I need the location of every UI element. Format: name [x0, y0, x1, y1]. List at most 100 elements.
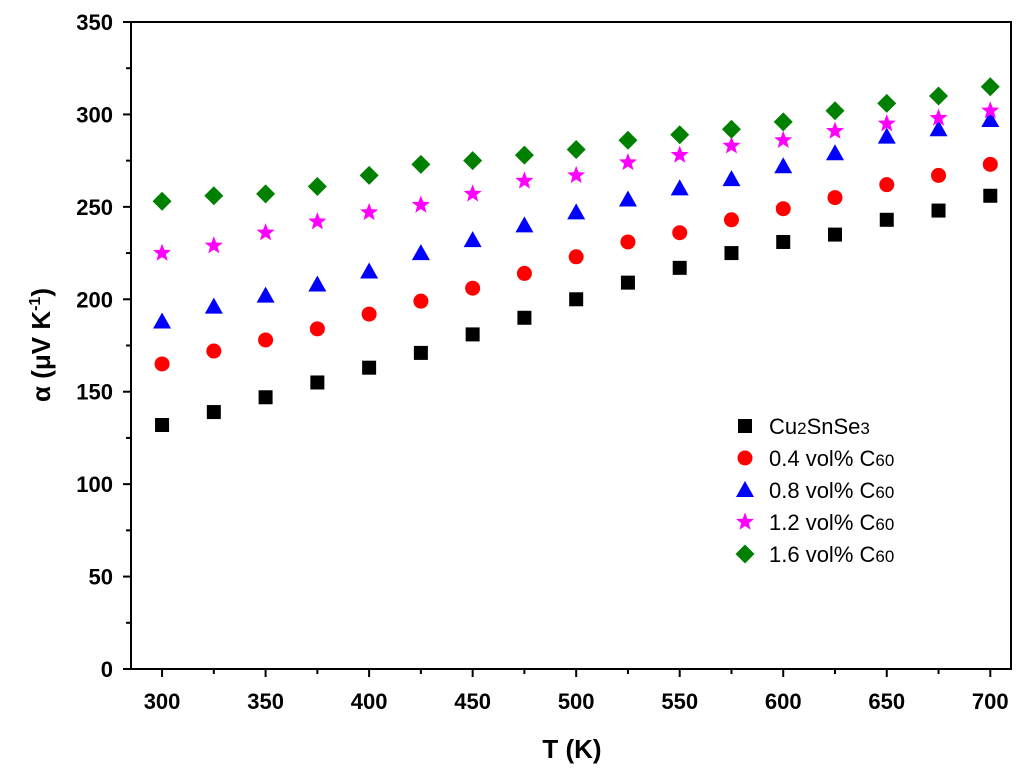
- data-point: [566, 140, 586, 160]
- data-point: [152, 191, 172, 211]
- data-point: [618, 190, 637, 207]
- x-tick-label: 700: [972, 689, 1009, 714]
- data-point: [154, 356, 170, 372]
- axis-ticks: [123, 21, 992, 677]
- legend-label-subscript: 60: [875, 515, 894, 534]
- data-point: [360, 202, 379, 221]
- data-point: [256, 184, 276, 204]
- legend-label-text: 1.6 vol% C: [769, 542, 875, 567]
- data-point: [929, 86, 949, 106]
- data-point: [516, 265, 532, 281]
- axis-tick-labels: 300 350 400 450 500 550 600 650 700 0 50 100 150 200 2…: [76, 10, 1008, 714]
- data-point: [413, 293, 429, 309]
- data-point: [307, 177, 327, 197]
- x-tick-label: 400: [351, 689, 388, 714]
- data-point: [258, 332, 274, 348]
- data-point: [931, 203, 946, 218]
- data-point: [929, 120, 948, 137]
- data-point: [359, 165, 379, 185]
- data-point: [515, 171, 534, 189]
- data-point: [825, 101, 845, 121]
- legend-marker: [735, 512, 755, 530]
- legend-marker: [736, 481, 754, 497]
- y-tick-label: 250: [76, 195, 113, 220]
- data-point: [310, 375, 325, 390]
- legend-label-text: 0.8 vol% C: [769, 478, 875, 503]
- legend-item: Cu2SnSe3: [738, 414, 870, 439]
- y-tick-label: 200: [76, 287, 113, 312]
- x-tick-label: 300: [144, 689, 181, 714]
- legend-item: 1.6 vol% C60: [735, 542, 894, 567]
- legend-label: 0.4 vol% C60: [769, 446, 894, 471]
- data-point: [256, 223, 275, 241]
- legend-label-text: 1.2 vol% C: [769, 510, 875, 535]
- legend-marker: [735, 544, 755, 564]
- legend-marker: [737, 450, 753, 466]
- data-point: [670, 179, 689, 196]
- data-point: [774, 157, 793, 174]
- data-point: [877, 114, 896, 132]
- data-point: [204, 186, 224, 206]
- data-point: [724, 246, 739, 261]
- data-point: [722, 170, 741, 187]
- data-point: [929, 108, 948, 126]
- data-point: [983, 188, 998, 203]
- series-1: [154, 156, 998, 372]
- x-tick-label: 450: [454, 689, 491, 714]
- data-point: [775, 201, 791, 217]
- data-point: [721, 119, 741, 139]
- data-point: [567, 203, 586, 220]
- data-point: [981, 110, 1000, 127]
- data-point: [825, 121, 845, 139]
- x-tick-label: 600: [765, 689, 802, 714]
- data-point: [463, 184, 482, 202]
- legend-label-subscript: 60: [875, 547, 894, 566]
- y-tick-label: 350: [76, 10, 113, 35]
- data-point: [670, 145, 689, 163]
- data-point: [153, 243, 172, 261]
- data-point: [670, 125, 690, 145]
- data-point: [828, 227, 842, 242]
- legend-marker: [738, 419, 752, 433]
- data-point: [722, 136, 741, 154]
- data-point: [411, 195, 430, 213]
- data-point: [931, 167, 947, 183]
- x-tick-label: 350: [247, 689, 284, 714]
- data-point: [411, 154, 431, 174]
- data-point: [204, 236, 223, 254]
- legend-label: 1.6 vol% C60: [769, 542, 894, 567]
- data-point: [465, 280, 481, 296]
- data-point: [776, 234, 791, 249]
- y-tick-label: 150: [76, 380, 113, 405]
- data-point: [308, 275, 327, 292]
- data-point: [258, 390, 273, 405]
- data-point: [620, 275, 635, 290]
- legend-label: 1.2 vol% C60: [769, 510, 894, 535]
- data-point: [206, 405, 221, 420]
- data-point: [361, 306, 377, 322]
- data-point: [309, 321, 325, 337]
- legend-item: 0.4 vol% C60: [737, 446, 894, 471]
- data-point: [569, 292, 584, 307]
- data-point: [980, 77, 1000, 97]
- data-point: [206, 343, 222, 359]
- series-0: [155, 188, 998, 432]
- legend-label: 0.8 vol% C60: [769, 478, 894, 503]
- data-point: [517, 310, 532, 325]
- x-tick-label: 650: [868, 689, 905, 714]
- legend-label-subscript: 3: [860, 419, 869, 438]
- data-point: [360, 262, 379, 279]
- data-point: [155, 417, 170, 432]
- series-4: [152, 77, 1000, 211]
- y-tick-label: 50: [89, 565, 113, 590]
- legend-item: 1.2 vol% C60: [735, 510, 894, 535]
- legend-label-text: Cu: [769, 414, 797, 439]
- data-point: [879, 212, 894, 227]
- legend-label-text: SnSe: [807, 414, 861, 439]
- data-point: [827, 190, 843, 206]
- data-point: [723, 212, 739, 228]
- y-tick-label: 100: [76, 472, 113, 497]
- data-point: [879, 177, 895, 193]
- data-point: [773, 112, 793, 132]
